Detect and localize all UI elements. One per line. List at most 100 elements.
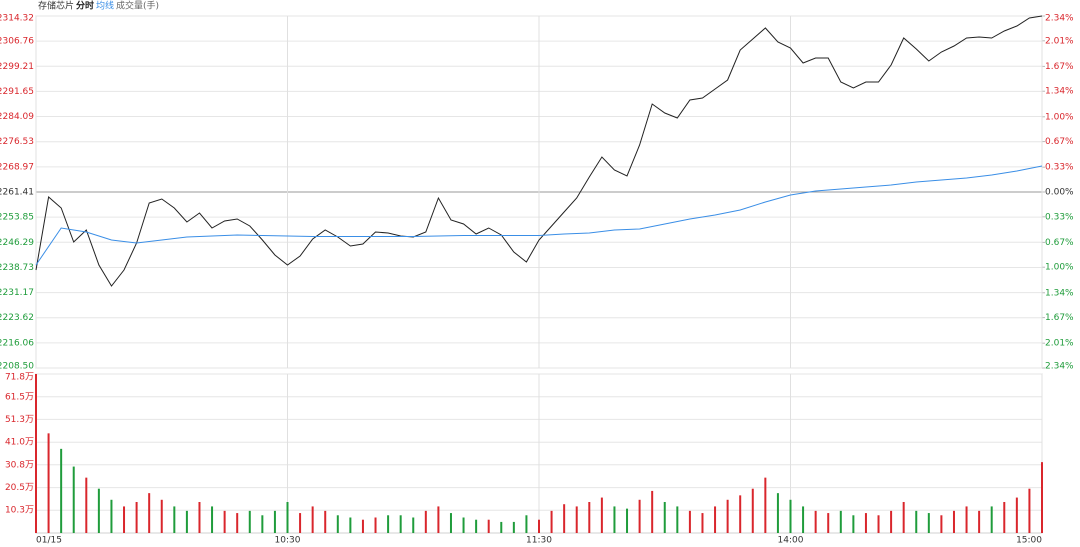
volume-bar — [525, 515, 528, 533]
volume-bar — [487, 519, 490, 533]
volume-bar — [123, 506, 126, 533]
volume-bar — [563, 504, 566, 533]
volume-bar — [952, 510, 955, 533]
volume-bar — [211, 506, 214, 533]
volume-bar — [726, 499, 729, 533]
x-tick-label: 11:30 — [526, 536, 552, 546]
volume-bar — [600, 497, 603, 533]
y2-tick-label: 2.01% — [1045, 36, 1074, 46]
volume-bar — [902, 501, 905, 533]
y2-tick-label: 2.01% — [1045, 339, 1074, 349]
y-tick-label: 51.3万 — [5, 415, 34, 425]
volume-bar — [223, 510, 226, 533]
y-tick-label: 20.5万 — [5, 483, 34, 493]
y2-tick-label: 1.00% — [1045, 112, 1074, 122]
volume-bar — [864, 513, 867, 533]
y-tick-label: 2238.73 — [0, 263, 34, 273]
volume-bar — [437, 506, 440, 533]
volume-bar — [927, 513, 930, 533]
volume-bar — [739, 495, 742, 533]
y-tick-label: 71.8万 — [5, 373, 34, 383]
y-tick-label: 61.5万 — [5, 392, 34, 402]
volume-bar — [387, 515, 390, 533]
volume-bar — [852, 515, 855, 533]
volume-bar — [500, 521, 503, 533]
volume-bar — [751, 488, 754, 533]
volume-bar — [135, 501, 138, 533]
y-tick-label: 2261.41 — [0, 188, 34, 198]
volume-bar — [173, 506, 176, 533]
y2-tick-label: 0.33% — [1045, 163, 1074, 173]
volume-bar — [651, 490, 654, 533]
y-tick-label: 2208.50 — [0, 362, 34, 372]
x-tick-label: 15:00 — [1016, 536, 1042, 546]
y2-tick-label: 0.67% — [1045, 137, 1074, 147]
volume-bar — [1028, 488, 1031, 533]
volume-bar — [286, 501, 289, 533]
y2-tick-label: 2.34% — [1045, 14, 1074, 24]
y-tick-label: 2276.53 — [0, 137, 34, 147]
y2-tick-label: 1.34% — [1045, 87, 1074, 97]
volume-bar — [1003, 501, 1006, 533]
y2-tick-label: 1.00% — [1045, 263, 1074, 273]
legend-entry: 均线 — [96, 0, 114, 12]
y-tick-label: 10.3万 — [5, 506, 34, 516]
volume-bar — [978, 510, 981, 533]
volume-bar — [990, 506, 993, 533]
volume-bar — [663, 501, 666, 533]
volume-bar — [412, 517, 415, 533]
volume-bar — [877, 515, 880, 533]
volume-bar — [550, 510, 553, 533]
volume-bar — [538, 519, 540, 533]
volume-bar — [462, 517, 465, 533]
volume-bar — [626, 508, 629, 533]
y2-tick-label: 2.34% — [1045, 362, 1074, 372]
y2-tick-label: 1.67% — [1045, 313, 1074, 323]
volume-bar — [60, 448, 63, 533]
x-tick-label: 14:00 — [778, 536, 804, 546]
volume-bar — [35, 374, 37, 533]
volume-bar — [940, 515, 943, 533]
volume-bar — [349, 517, 352, 533]
volume-bar — [273, 510, 276, 533]
volume-bar — [827, 513, 830, 533]
y-tick-label: 41.0万 — [5, 438, 34, 448]
price-line — [35, 15, 1043, 287]
volume-bar — [198, 501, 201, 533]
volume-bar — [374, 517, 377, 533]
volume-bar — [890, 510, 893, 533]
volume-bar — [475, 519, 478, 533]
volume-bar — [148, 493, 151, 533]
x-tick-label: 10:30 — [275, 536, 301, 546]
volume-bar — [764, 477, 767, 533]
y-tick-label: 2306.76 — [0, 37, 34, 47]
volume-bar — [261, 515, 264, 533]
volume-bar — [688, 510, 691, 533]
volume-bar — [915, 510, 918, 533]
x-tick-label: 01/15 — [36, 536, 62, 546]
y-tick-label: 30.8万 — [5, 460, 34, 470]
y2-tick-label: 1.34% — [1045, 288, 1074, 298]
volume-bar — [814, 510, 817, 533]
volume-bar — [361, 519, 364, 533]
y-tick-label: 2253.85 — [0, 213, 34, 223]
y-tick-label: 2223.62 — [0, 313, 34, 323]
volume-bar — [776, 493, 779, 533]
volume-bar — [1015, 497, 1018, 533]
y2-tick-label: 0.67% — [1045, 238, 1074, 248]
volume-bar — [248, 510, 251, 533]
volume-bar — [802, 506, 805, 533]
volume-bar — [714, 506, 717, 533]
volume-bar — [399, 515, 402, 533]
volume-bar — [424, 510, 427, 533]
chart-title: 存储芯片 — [38, 0, 74, 12]
volume-bar — [512, 521, 515, 533]
volume-bar — [701, 513, 704, 533]
volume-bar — [588, 501, 591, 533]
volume-bar — [839, 510, 842, 533]
volume-bar — [324, 510, 327, 533]
volume-bar — [47, 433, 50, 533]
volume-bar — [638, 499, 641, 533]
volume-bar — [965, 506, 968, 533]
volume-bar — [613, 506, 616, 533]
